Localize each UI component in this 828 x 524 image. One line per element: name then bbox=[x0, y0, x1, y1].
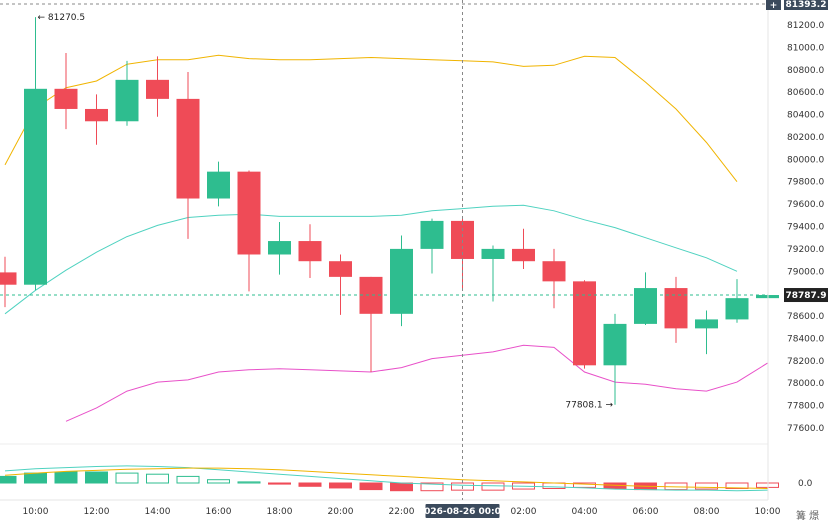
macd-histogram-bar bbox=[420, 482, 444, 492]
macd-dif-line bbox=[4, 465, 768, 492]
price-tick-label: 77800.0 bbox=[787, 402, 824, 412]
macd-histogram-bar bbox=[54, 471, 78, 484]
candles bbox=[0, 17, 779, 405]
price-axis: 81200.0 81000.0 80800.0 80600.0 80400.0 80200… bbox=[767, 0, 824, 500]
cursor-time-tag bbox=[425, 504, 500, 518]
price-tick-label: 80000.0 bbox=[787, 155, 824, 165]
candle-body bbox=[573, 281, 596, 366]
candle-body bbox=[54, 88, 78, 109]
candle-body bbox=[115, 79, 139, 122]
macd-histogram-bar bbox=[24, 472, 47, 484]
last-price-tag bbox=[784, 288, 828, 303]
price-tick-label: 80800.0 bbox=[787, 66, 824, 76]
max-price-annotation: ← 81270.5 bbox=[38, 13, 86, 23]
macd-histogram-bar bbox=[237, 481, 261, 484]
middle-band-line bbox=[4, 204, 738, 315]
min-price-annotation: 77808.1 → bbox=[565, 401, 613, 411]
candle-body bbox=[176, 98, 200, 199]
candle-body bbox=[634, 288, 657, 324]
candle-body bbox=[512, 248, 535, 262]
price-tick-label: 80400.0 bbox=[787, 111, 824, 121]
time-axis: 10:00 12:00 14:00 16:00 18:00 20:00 22:00 02:00… bbox=[0, 499, 781, 517]
price-tick-label: 81200.0 bbox=[787, 21, 824, 31]
corner-toolbar[interactable]: 篝 燝 bbox=[796, 507, 819, 522]
crosshair-price-tag bbox=[784, 0, 828, 10]
candle-body bbox=[390, 248, 413, 314]
crosshair-plus-tag bbox=[766, 0, 781, 10]
candle-body bbox=[237, 171, 261, 255]
lower-band-line bbox=[65, 344, 768, 422]
time-tick-label: 14:00 bbox=[145, 507, 171, 517]
candle-body bbox=[603, 323, 627, 366]
price-tick-label: 80200.0 bbox=[787, 133, 824, 143]
macd-dea-line bbox=[4, 467, 768, 489]
time-tick-label: 18:00 bbox=[267, 507, 293, 517]
candle-body bbox=[0, 272, 17, 285]
price-tick-label: 79800.0 bbox=[787, 178, 824, 188]
macd-histogram-bar bbox=[115, 472, 139, 484]
time-tick-label: 22:00 bbox=[389, 507, 415, 517]
price-tick-label: 79600.0 bbox=[787, 200, 824, 210]
upper-band-line bbox=[4, 54, 738, 183]
price-tick-label: 78200.0 bbox=[787, 357, 824, 367]
price-tick-label: 79000.0 bbox=[787, 267, 824, 277]
price-tick-label: 78000.0 bbox=[787, 379, 824, 389]
macd-panel: 0.0 bbox=[0, 443, 813, 492]
macd-histogram-bar bbox=[725, 482, 749, 489]
candle-body bbox=[207, 171, 230, 199]
macd-histogram-bar bbox=[146, 473, 169, 484]
macd-histogram-bar bbox=[176, 475, 200, 484]
macd-histogram-bar bbox=[85, 471, 108, 484]
price-tick-label: 78600.0 bbox=[787, 312, 824, 322]
candle-body bbox=[542, 261, 566, 282]
candle-body bbox=[725, 298, 749, 320]
candle-body bbox=[24, 88, 47, 285]
candle-body bbox=[298, 241, 322, 262]
last-price-label: 78787.9 bbox=[786, 291, 827, 301]
macd-histogram-bar bbox=[0, 475, 17, 484]
candle-body bbox=[329, 261, 352, 277]
macd-histogram-bar bbox=[268, 482, 291, 485]
candle-body bbox=[695, 319, 718, 329]
macd-histogram-bar bbox=[542, 482, 566, 489]
price-tick-label: 77600.0 bbox=[787, 424, 824, 434]
macd-histogram-bar bbox=[481, 482, 505, 491]
macd-histogram-bar bbox=[390, 482, 413, 492]
time-tick-label: 04:00 bbox=[572, 507, 598, 517]
macd-histogram-bar bbox=[207, 479, 230, 484]
cursor-time-label: 2026-08-26 00:00 bbox=[418, 507, 507, 517]
crosshair-plus-icon: + bbox=[770, 1, 778, 11]
price-tick-label: 79400.0 bbox=[787, 223, 824, 233]
time-tick-label: 02:00 bbox=[511, 507, 537, 517]
price-tick-label: 80600.0 bbox=[787, 88, 824, 98]
candle-body bbox=[359, 276, 383, 314]
time-tick-label: 10:00 bbox=[755, 507, 781, 517]
macd-histogram-bar bbox=[329, 482, 352, 489]
candle-body bbox=[268, 241, 291, 255]
time-tick-label: 16:00 bbox=[206, 507, 232, 517]
price-tick-label: 81000.0 bbox=[787, 43, 824, 53]
macd-histogram-bar bbox=[298, 482, 322, 487]
macd-histogram-bar bbox=[359, 482, 383, 491]
candle-body bbox=[85, 108, 108, 122]
time-tick-label: 12:00 bbox=[84, 507, 110, 517]
candle-body bbox=[451, 220, 474, 259]
macd-histogram-bar bbox=[695, 482, 718, 490]
candle-body bbox=[420, 220, 444, 249]
time-tick-label: 06:00 bbox=[633, 507, 659, 517]
time-tick-label: 10:00 bbox=[23, 507, 49, 517]
price-tick-label: 79200.0 bbox=[787, 245, 824, 255]
time-tick-label: 20:00 bbox=[328, 507, 354, 517]
time-tick-label: 08:00 bbox=[694, 507, 720, 517]
corner-label[interactable]: 篝 燝 bbox=[796, 511, 820, 522]
price-tick-label: 78400.0 bbox=[787, 334, 824, 344]
crosshair-price-label: 81393.2 bbox=[786, 0, 827, 10]
candle-body bbox=[481, 248, 505, 259]
candle-body bbox=[146, 79, 169, 99]
macd-zero-label: 0.0 bbox=[798, 479, 813, 489]
candle-body bbox=[664, 288, 688, 329]
